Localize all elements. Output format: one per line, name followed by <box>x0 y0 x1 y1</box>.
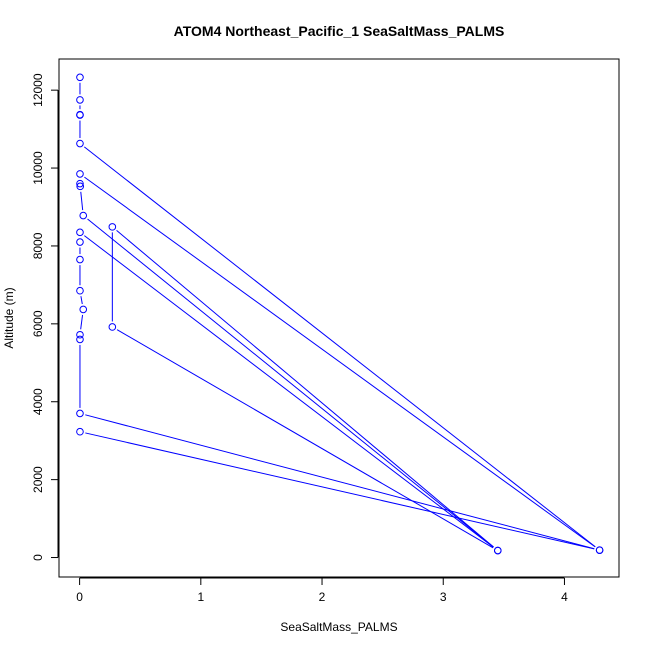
series-segment <box>84 235 494 548</box>
data-point <box>76 182 85 191</box>
x-tick-label: 3 <box>440 590 447 604</box>
data-point <box>76 238 84 246</box>
data-point <box>79 305 88 314</box>
y-axis: 0 2000 4000 6000 8000 10000 12000 <box>31 73 59 561</box>
data-point <box>76 73 84 82</box>
series-segment <box>116 329 494 549</box>
data-point <box>76 96 84 104</box>
series-segment <box>80 191 84 211</box>
y-tick-label: 0 <box>31 554 45 561</box>
series-segment <box>83 146 596 548</box>
data-point <box>76 139 84 148</box>
data-point <box>76 111 84 119</box>
x-tick-label: 0 <box>76 590 83 604</box>
x-tick-label: 2 <box>319 590 326 604</box>
data-point <box>76 179 84 188</box>
series-segment <box>116 230 494 548</box>
y-tick-label: 4000 <box>31 388 45 415</box>
data-point <box>108 323 117 331</box>
data-point <box>76 427 84 436</box>
data-point <box>76 330 84 339</box>
plot-frame <box>58 58 620 578</box>
x-axis-label: SeaSaltMass_PALMS <box>280 620 397 634</box>
series-segment <box>80 296 83 305</box>
x-tick-label: 4 <box>561 590 568 604</box>
data-point <box>76 170 84 178</box>
series-segment <box>80 314 84 330</box>
data-point <box>76 335 84 344</box>
y-tick-label: 2000 <box>31 466 45 493</box>
y-tick-label: 10000 <box>31 151 45 185</box>
x-tick-label: 1 <box>197 590 204 604</box>
series-segment <box>84 176 596 548</box>
y-tick-label: 8000 <box>31 232 45 259</box>
data-point <box>595 546 604 554</box>
data-point <box>76 228 84 237</box>
data-point <box>76 255 84 264</box>
series-segment <box>87 218 494 548</box>
series-layer <box>76 73 604 555</box>
data-point <box>76 409 84 418</box>
y-tick-label: 6000 <box>31 310 45 337</box>
data-point <box>79 211 88 220</box>
y-axis-label: Altitude (m) <box>2 287 16 348</box>
chart-title: ATOM4 Northeast_Pacific_1 SeaSaltMass_PA… <box>174 23 505 39</box>
data-point <box>76 286 84 295</box>
x-axis: 0 1 2 3 4 <box>76 577 568 604</box>
data-point <box>493 546 502 555</box>
data-point <box>108 223 117 231</box>
y-tick-label: 12000 <box>31 73 45 107</box>
series-segment <box>85 432 595 550</box>
series-segment <box>85 414 595 550</box>
